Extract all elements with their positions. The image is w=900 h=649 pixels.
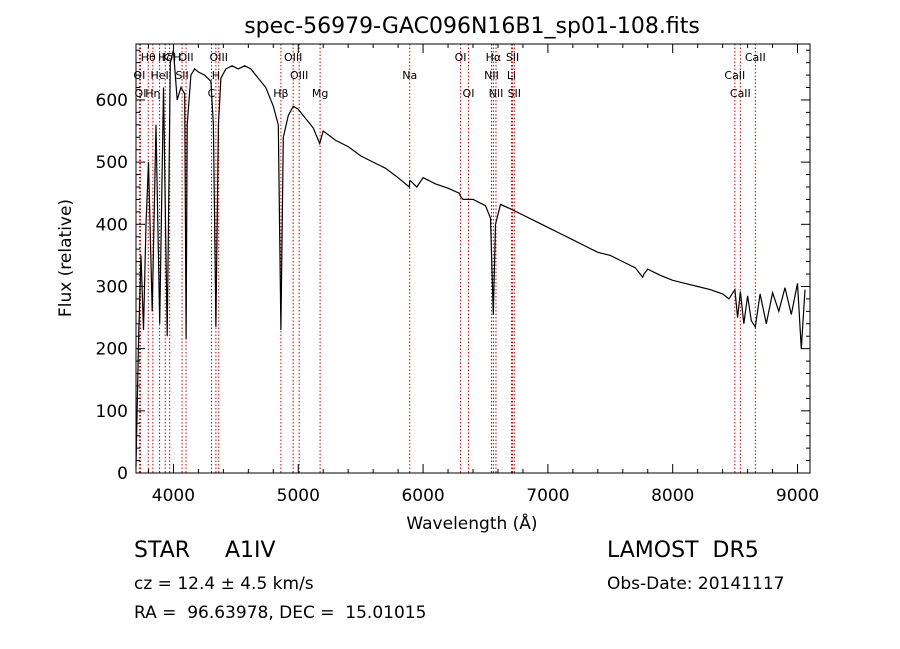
coordinates-readout: RA = 96.63978, DEC = 15.01015 bbox=[134, 603, 427, 623]
y-tick-label-0: 0 bbox=[117, 464, 128, 484]
survey-name: LAMOST DR5 bbox=[607, 538, 759, 563]
marker-label-15: Na bbox=[402, 69, 417, 82]
y-tick-label-4: 400 bbox=[96, 215, 128, 235]
marker-label-27: CaII bbox=[730, 87, 751, 100]
y-tick-label-2: 200 bbox=[96, 340, 128, 360]
x-tick-label-3: 7000 bbox=[526, 486, 569, 506]
marker-label-5: OIII bbox=[284, 51, 302, 64]
marker-label-26: SII bbox=[508, 87, 521, 100]
marker-label-23: Mg bbox=[312, 87, 328, 100]
x-tick-label-0: 4000 bbox=[152, 486, 195, 506]
y-axis-label: Flux (relative) bbox=[56, 199, 76, 317]
y-axis: 0 100 200 300 400 500 600 bbox=[96, 49, 810, 484]
redshift-readout: cz = 12.4 ± 4.5 km/s bbox=[134, 574, 314, 594]
x-tick-label-4: 8000 bbox=[651, 486, 694, 506]
x-axis-label: Wavelength (Å) bbox=[406, 512, 537, 534]
x-axis: 4000 5000 6000 7000 8000 9000 bbox=[147, 44, 819, 506]
spectrum-line bbox=[135, 50, 806, 467]
spectral-line-markers bbox=[138, 44, 756, 473]
plot-frame bbox=[135, 43, 811, 474]
marker-label-17: Li bbox=[507, 69, 516, 82]
observation-date: Obs-Date: 20141117 bbox=[607, 574, 785, 594]
y-tick-label-1: 100 bbox=[96, 402, 128, 422]
marker-label-4: OIII bbox=[210, 51, 228, 64]
y-tick-label-6: 600 bbox=[96, 91, 128, 111]
chart-title: spec-56979-GAC096N16B1_sp01-108.fits bbox=[244, 14, 700, 39]
marker-label-13: H bbox=[212, 69, 220, 82]
marker-label-0: Hθ bbox=[141, 51, 156, 64]
marker-label-11: HeI bbox=[150, 69, 168, 82]
marker-label-24: OI bbox=[463, 87, 475, 100]
marker-label-9: CaII bbox=[745, 51, 766, 64]
marker-label-25: NII bbox=[489, 87, 504, 100]
marker-label-16: NII bbox=[484, 69, 499, 82]
object-class: STAR A1IV bbox=[134, 538, 276, 563]
marker-label-3: OII bbox=[178, 51, 193, 64]
marker-label-2: HδH bbox=[158, 51, 181, 64]
x-tick-label-2: 6000 bbox=[401, 486, 444, 506]
marker-label-6: OI bbox=[455, 51, 467, 64]
y-tick-label-5: 500 bbox=[96, 153, 128, 173]
marker-label-7: Hα bbox=[486, 51, 502, 64]
marker-label-18: CaII bbox=[724, 69, 745, 82]
marker-label-8: SII bbox=[506, 51, 519, 64]
marker-label-19: OI bbox=[135, 87, 147, 100]
marker-label-22: Hβ bbox=[273, 87, 288, 100]
x-tick-label-5: 9000 bbox=[776, 486, 819, 506]
marker-label-1: K bbox=[162, 51, 170, 64]
y-tick-label-3: 300 bbox=[96, 277, 128, 297]
marker-label-14: OIII bbox=[290, 69, 308, 82]
marker-label-20: Hη bbox=[145, 87, 160, 100]
marker-label-12: SII bbox=[175, 69, 188, 82]
x-tick-label-1: 5000 bbox=[277, 486, 320, 506]
